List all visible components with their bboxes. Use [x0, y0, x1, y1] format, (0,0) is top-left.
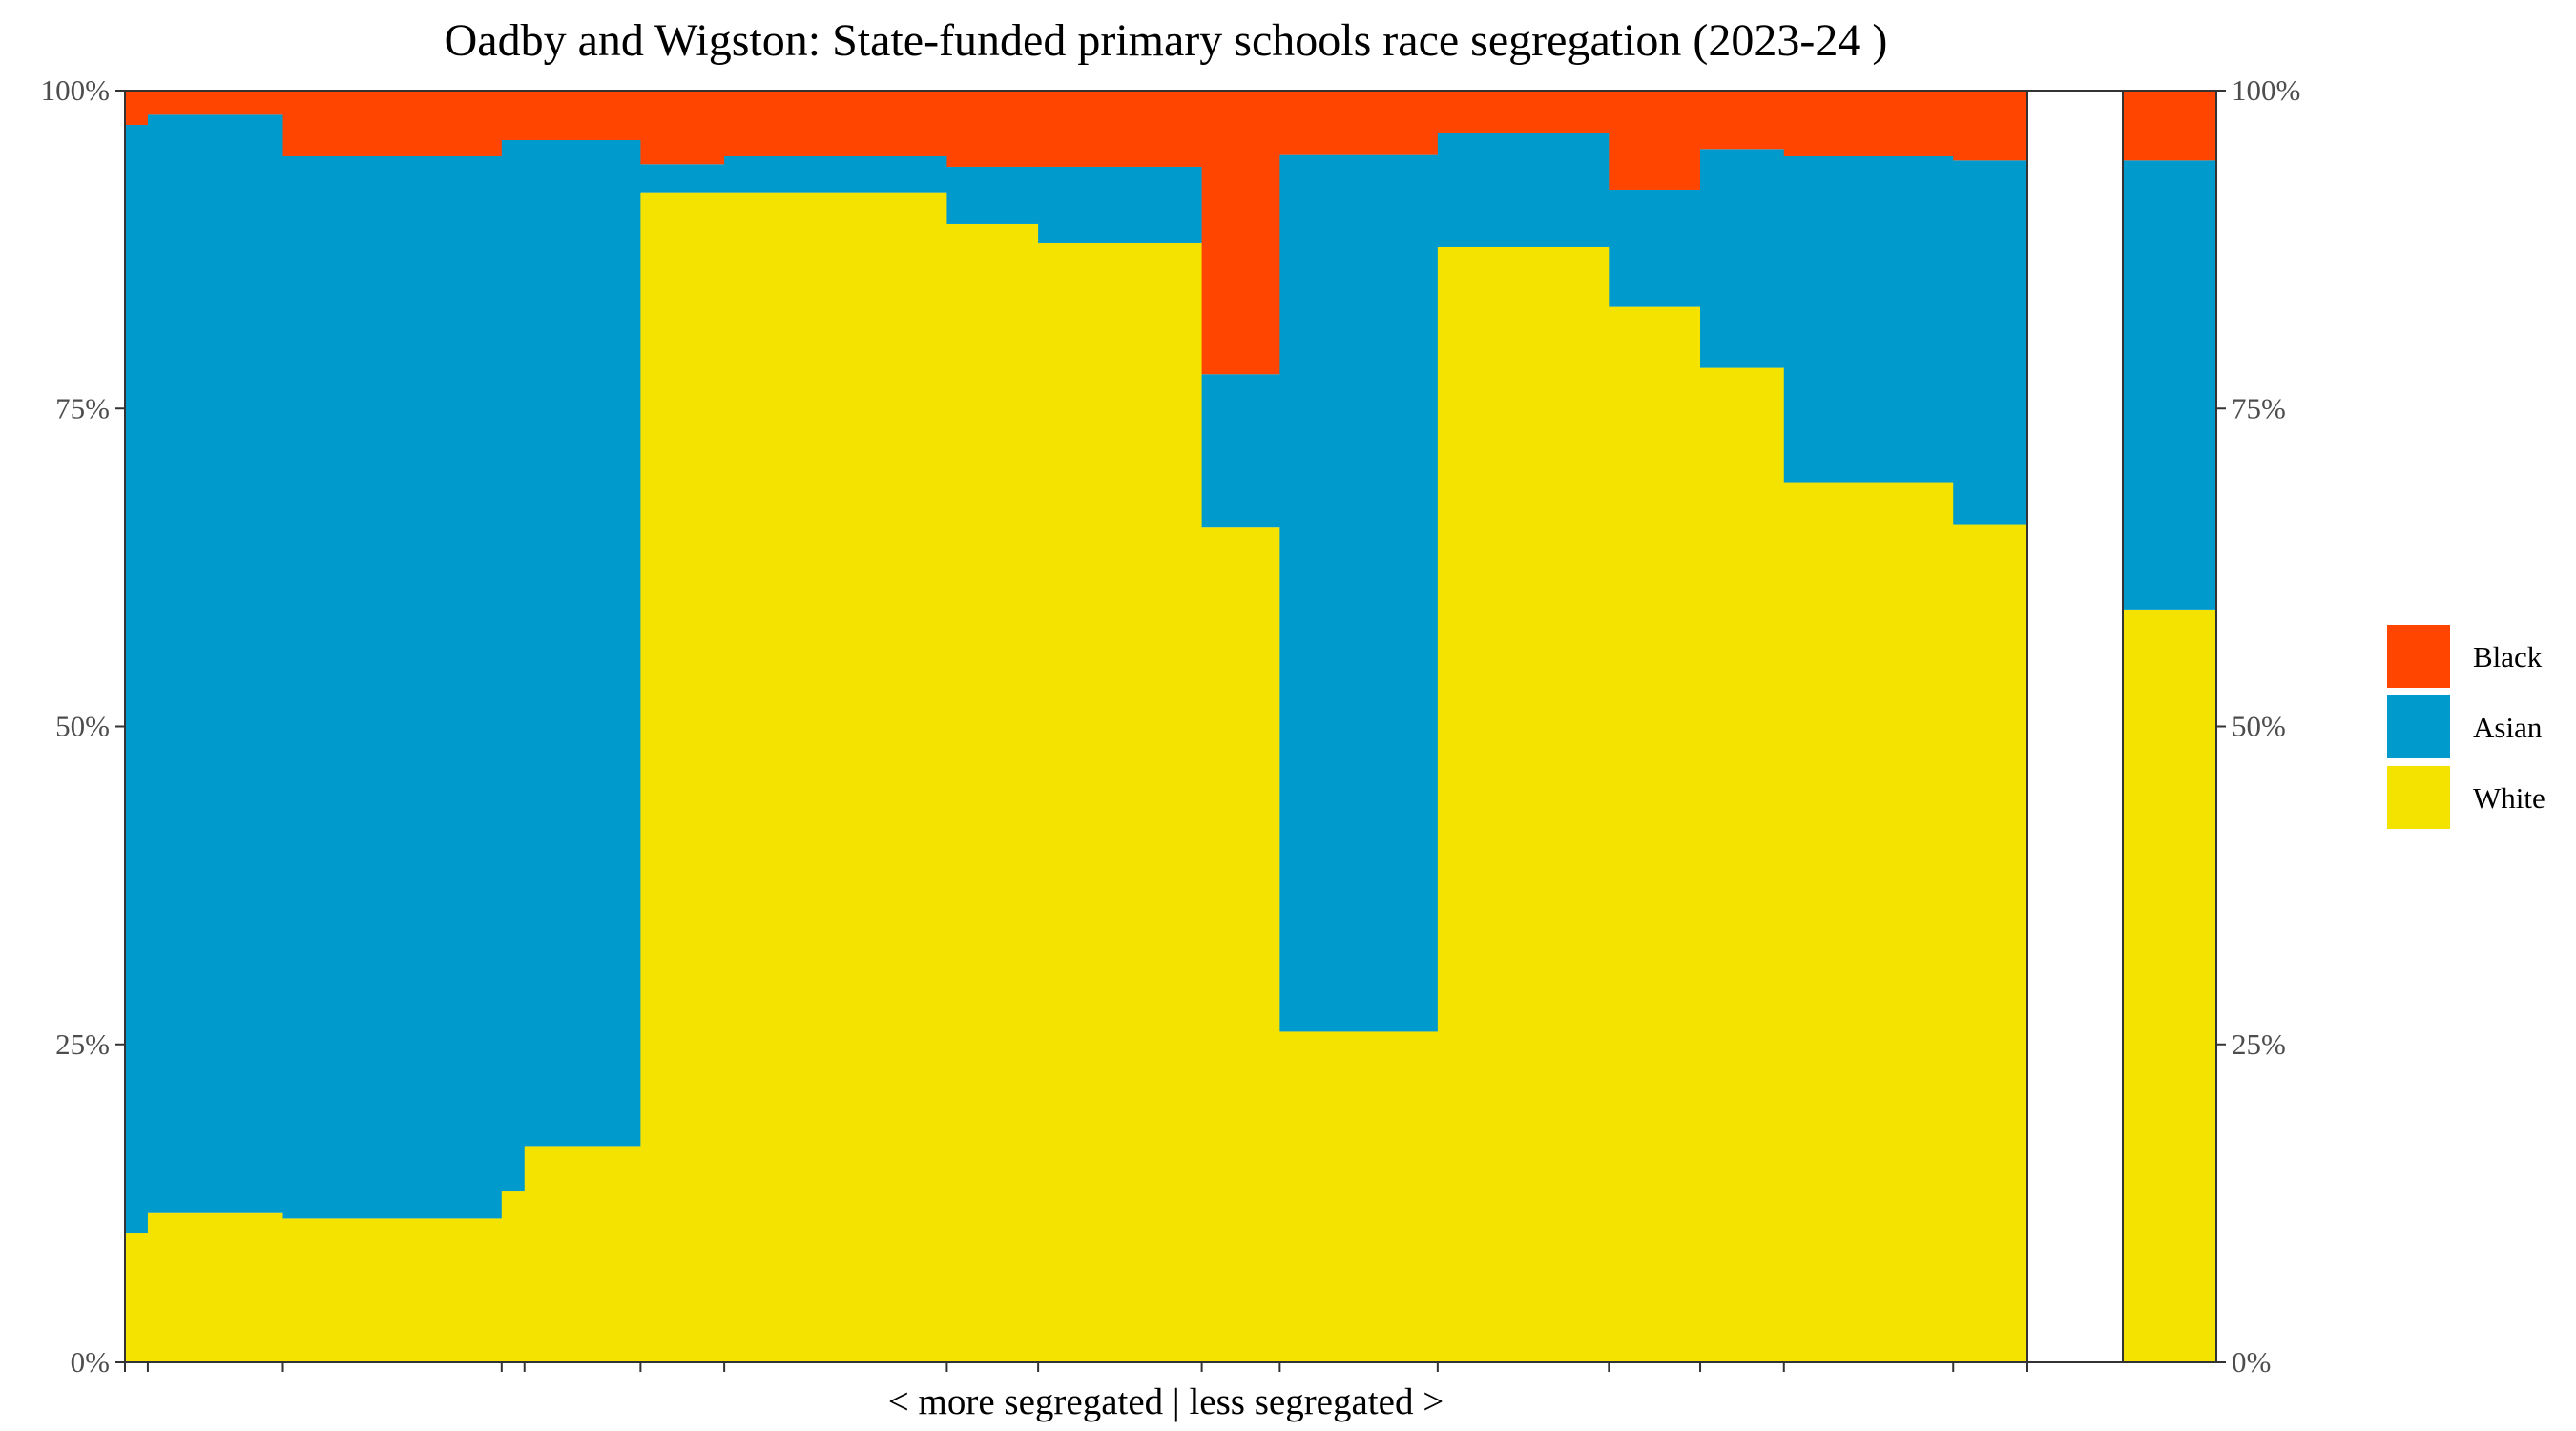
- bar-segment-black-school-10: [1201, 91, 1280, 375]
- bar-segment-asian-school-7: [724, 155, 948, 193]
- bar-segment-black-school-8: [946, 91, 1039, 167]
- gap-panel-frame: [2026, 90, 2124, 1363]
- bar-segment-asian-school-6: [640, 164, 725, 193]
- bar-segment-white-school-10: [1201, 527, 1280, 1362]
- bar-segment-white-school-14: [1700, 367, 1785, 1363]
- panel-frames: [124, 90, 2217, 1363]
- bar-segment-black-school-11: [1279, 91, 1439, 155]
- bar-segment-asian-school-2: [147, 114, 284, 1213]
- main-panel-bars: [125, 91, 2028, 1363]
- bar-segment-asian-school-14: [1700, 149, 1785, 368]
- overall-segment-white: [2123, 609, 2216, 1362]
- bar-segment-black-school-2: [147, 91, 284, 115]
- y-tick-label-right: 75%: [2232, 391, 2286, 425]
- bar-segment-white-school-3: [282, 1218, 503, 1362]
- y-tick-label-left: 0%: [71, 1345, 110, 1379]
- bar-segment-white-school-4: [501, 1191, 526, 1362]
- bar-segment-white-school-6: [640, 192, 725, 1362]
- bar-segment-black-school-3: [282, 91, 503, 156]
- bar-segment-asian-school-1: [125, 124, 149, 1234]
- bar-segment-white-school-13: [1609, 306, 1701, 1362]
- bar-segment-white-school-12: [1437, 246, 1610, 1363]
- bar-segment-black-school-13: [1609, 91, 1701, 190]
- bar-segment-asian-school-13: [1609, 189, 1701, 307]
- legend-swatch-black: [2387, 625, 2450, 688]
- bar-segment-black-school-14: [1700, 91, 1785, 150]
- legend-label-black: Black: [2473, 640, 2543, 674]
- legend-label-asian: Asian: [2473, 711, 2543, 744]
- overall-panel-bars: [2123, 91, 2216, 1362]
- y-tick-label-left: 100%: [41, 73, 110, 107]
- bar-segment-asian-school-16: [1953, 160, 2028, 525]
- x-axis-label: < more segregated | less segregated >: [888, 1381, 1444, 1422]
- y-tick-label-right: 25%: [2232, 1027, 2286, 1061]
- legend-swatch-white: [2387, 766, 2450, 829]
- bar-segment-asian-school-9: [1038, 166, 1203, 243]
- bar-segment-white-school-16: [1953, 524, 2028, 1362]
- y-tick-label-right: 100%: [2232, 73, 2300, 107]
- bar-segment-black-school-4: [501, 91, 526, 140]
- bar-segment-asian-school-4: [501, 139, 526, 1192]
- axes: 0% 0% 25% 25% 50% 50% 75% 75% 100% 100%: [41, 73, 2301, 1379]
- y-tick-label-right: 50%: [2232, 710, 2286, 743]
- y-tick-label-right: 0%: [2232, 1345, 2271, 1379]
- bar-segment-asian-school-3: [282, 155, 503, 1219]
- bar-segment-black-school-12: [1437, 91, 1610, 133]
- bar-segment-asian-school-5: [524, 139, 641, 1147]
- bar-segment-white-school-8: [946, 223, 1039, 1363]
- bar-segment-black-school-1: [125, 91, 149, 125]
- bar-segment-black-school-9: [1038, 91, 1203, 167]
- bar-segment-black-school-5: [524, 91, 641, 140]
- bar-segment-black-school-16: [1953, 91, 2028, 161]
- bar-segment-white-school-11: [1279, 1031, 1439, 1362]
- bar-segment-white-school-1: [125, 1233, 149, 1362]
- bar-segment-black-school-15: [1783, 91, 1954, 156]
- bar-segment-asian-school-8: [946, 166, 1039, 224]
- bar-segment-asian-school-12: [1437, 132, 1610, 247]
- legend-swatch-asian: [2387, 695, 2450, 758]
- bar-segment-asian-school-11: [1279, 154, 1439, 1032]
- y-tick-label-left: 50%: [55, 710, 110, 743]
- bar-segment-white-school-2: [147, 1212, 284, 1362]
- legend-label-white: White: [2473, 781, 2545, 815]
- y-tick-label-left: 75%: [55, 391, 110, 425]
- bar-segment-white-school-9: [1038, 242, 1203, 1363]
- legend: Black Asian White: [2387, 625, 2545, 829]
- bar-segment-asian-school-15: [1783, 155, 1954, 483]
- y-tick-label-left: 25%: [55, 1027, 110, 1061]
- bar-segment-black-school-6: [640, 91, 725, 165]
- overall-segment-asian: [2123, 160, 2216, 610]
- bar-segment-asian-school-10: [1201, 374, 1280, 528]
- overall-segment-black: [2123, 91, 2216, 161]
- bar-segment-white-school-15: [1783, 482, 1954, 1362]
- bar-segment-white-school-7: [724, 192, 948, 1362]
- bar-segment-white-school-5: [524, 1146, 641, 1362]
- chart-title: Oadby and Wigston: State-funded primary …: [445, 15, 1888, 66]
- bar-segment-black-school-7: [724, 91, 948, 156]
